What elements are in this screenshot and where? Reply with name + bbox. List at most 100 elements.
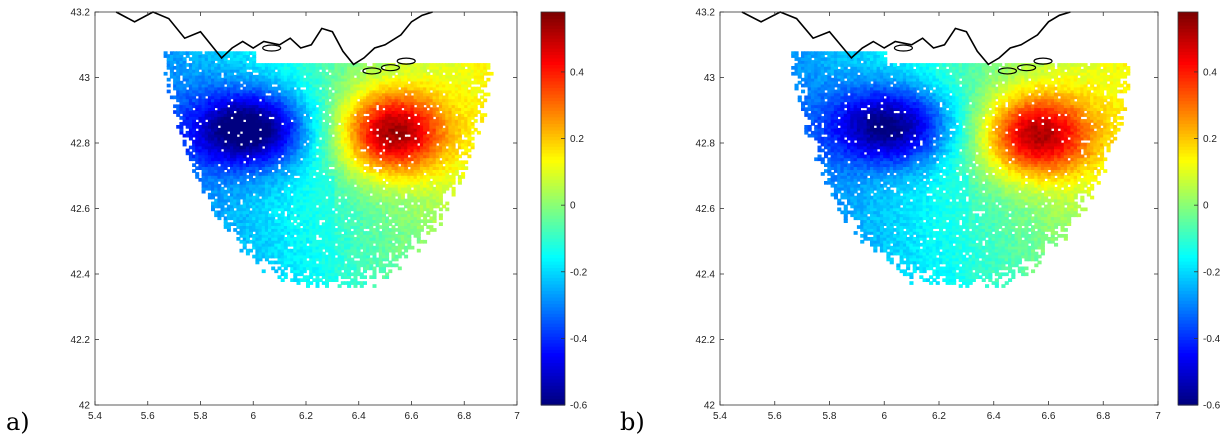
data-cell (312, 260, 317, 265)
data-cell (274, 74, 279, 79)
data-cell (283, 151, 288, 156)
data-cell (344, 166, 348, 170)
data-cell (179, 127, 184, 132)
data-cell (334, 92, 339, 97)
data-cell (271, 104, 276, 109)
data-cell (214, 66, 219, 70)
data-cell (296, 122, 301, 126)
data-cell (302, 101, 307, 106)
data-cell (255, 151, 260, 156)
data-cell (252, 86, 257, 91)
data-cell (309, 186, 314, 191)
data-cell (239, 54, 244, 58)
data-cell (299, 234, 304, 238)
data-cell (242, 157, 247, 162)
data-cell (302, 263, 307, 268)
data-cell (264, 231, 269, 235)
data-cell (280, 248, 285, 253)
velocity-field (163, 51, 494, 288)
data-cell (356, 198, 361, 203)
data-cell (299, 186, 304, 191)
data-cell (328, 245, 333, 250)
data-cell (223, 183, 228, 188)
data-cell (198, 92, 203, 97)
data-cell (185, 77, 190, 82)
data-cell (309, 110, 314, 114)
data-cell (350, 263, 355, 268)
data-cell (255, 242, 260, 247)
data-cell (312, 151, 317, 156)
data-cell (318, 154, 323, 159)
data-cell (166, 83, 171, 88)
data-cell (271, 231, 276, 235)
data-cell (182, 119, 187, 123)
data-cell (356, 237, 361, 241)
data-cell (293, 83, 298, 88)
data-cell (192, 148, 197, 153)
data-cell (236, 157, 241, 162)
data-cell (223, 157, 228, 162)
data-cell (309, 160, 314, 165)
data-cell (242, 198, 247, 203)
data-cell (242, 69, 247, 73)
data-cell (287, 248, 291, 253)
data-cell (198, 80, 203, 85)
data-cell (217, 166, 222, 170)
data-cell (280, 237, 285, 241)
data-cell (252, 160, 257, 165)
data-cell (312, 228, 317, 232)
data-cell (264, 166, 269, 170)
data-cell (220, 151, 225, 156)
data-cell (223, 189, 228, 194)
data-cell (211, 201, 215, 206)
data-cell (239, 175, 244, 179)
data-cell (242, 104, 247, 109)
data-cell (204, 136, 209, 141)
data-cell (201, 89, 206, 94)
data-cell (353, 86, 358, 91)
data-cell (245, 77, 250, 82)
data-cell (353, 92, 358, 97)
data-cell (264, 219, 269, 223)
data-cell (325, 204, 329, 209)
data-cell (347, 219, 352, 223)
data-cell (277, 251, 282, 256)
data-cell (239, 139, 244, 144)
data-cell (302, 213, 307, 218)
data-cell (299, 260, 304, 265)
data-cell (353, 116, 358, 120)
data-cell (179, 110, 184, 114)
data-cell (271, 242, 276, 247)
data-cell (287, 228, 291, 232)
data-cell (258, 175, 263, 179)
data-cell (268, 186, 272, 191)
data-cell (318, 181, 323, 185)
data-cell (249, 57, 253, 61)
data-cell (283, 186, 288, 191)
data-cell (271, 133, 276, 138)
data-cell (280, 127, 285, 132)
data-cell (274, 207, 279, 212)
data-cell (261, 228, 266, 232)
data-cell (293, 122, 298, 126)
data-cell (261, 269, 266, 274)
data-cell (182, 133, 187, 138)
data-cell (315, 278, 320, 282)
data-cell (201, 157, 206, 162)
data-cell (274, 133, 279, 138)
data-cell (185, 83, 190, 88)
data-cell (211, 183, 215, 188)
data-cell (283, 119, 288, 123)
data-cell (325, 101, 329, 106)
data-cell (353, 172, 358, 176)
data-cell (337, 163, 342, 167)
data-cell (214, 104, 219, 109)
data-cell (328, 157, 333, 162)
data-cell (296, 269, 301, 274)
data-cell (211, 207, 215, 212)
data-cell (214, 175, 219, 179)
data-cell (302, 107, 307, 111)
data-cell (207, 116, 212, 120)
data-cell (264, 192, 269, 197)
data-cell (302, 92, 307, 97)
